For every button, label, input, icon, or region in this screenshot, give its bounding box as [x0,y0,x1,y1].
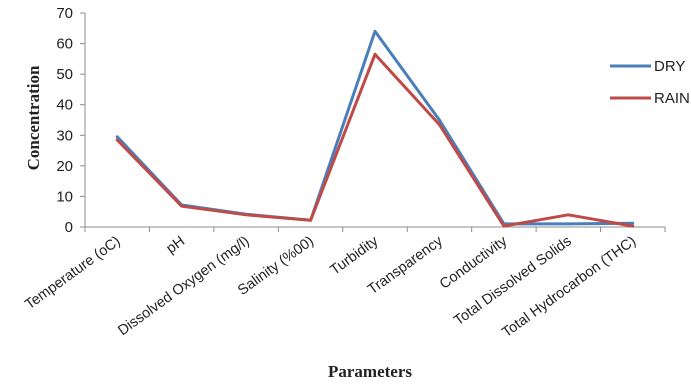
x-tick-label: pH [164,233,188,257]
series-line-dry [115,29,635,226]
y-tick-label: 10 [56,188,73,205]
x-tick-label: Temperature (oC) [22,233,123,313]
series-lines [115,29,635,228]
legend-label-dry: DRY [654,58,685,75]
x-axis-title: Parameters [328,362,412,381]
y-axis-title: Concentration [24,65,43,170]
y-tick-label: 50 [56,66,73,83]
y-ticks: 0 10 20 30 40 50 60 70 [56,5,85,236]
y-tick-label: 30 [56,127,73,144]
y-axis: 0 10 20 30 40 50 60 70 [56,5,86,236]
x-tick-label: Total Dissolved Solids [451,233,575,329]
series-line-rain [115,52,635,228]
y-tick-label: 20 [56,158,73,175]
y-tick-label: 70 [56,5,73,22]
y-tick-label: 40 [56,97,73,114]
y-tick-label: 60 [56,36,73,53]
x-tick-label: Turbidity [327,233,382,279]
legend: DRY RAIN [610,58,690,107]
y-tick-label: 0 [65,219,73,236]
legend-label-rain: RAIN [654,90,690,107]
